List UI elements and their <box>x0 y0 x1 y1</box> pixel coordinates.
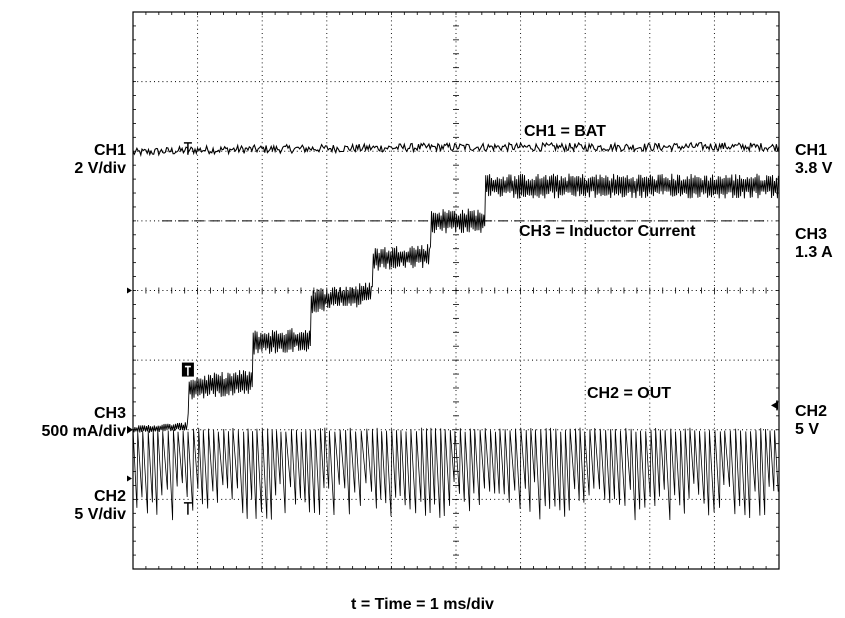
ch3-left-name: CH3 <box>93 405 126 422</box>
ch1-right-label: CH1 3.8 V <box>795 142 832 178</box>
ch1-right-level: 3.8 V <box>795 160 833 177</box>
series-ch3-inductor-current <box>132 173 779 433</box>
ch3-ground-marker-left <box>127 425 133 434</box>
ch3-left-scale: 500 mA/div <box>41 423 126 440</box>
marker-layer <box>127 142 778 515</box>
graticule <box>132 11 780 570</box>
trace-layer <box>132 141 780 521</box>
ch1-right-name: CH1 <box>795 142 828 159</box>
series-ch2-out <box>132 427 779 521</box>
ch2-right-name: CH2 <box>795 403 828 420</box>
ch1-trace-name: CH1 = BAT <box>524 123 606 140</box>
x-axis-label: t = Time = 1 ms/div <box>351 596 494 613</box>
ch2-left-scale: 5 V/div <box>74 506 126 523</box>
ch2-left-name: CH2 <box>93 488 126 505</box>
ch2-trace-name: CH2 = OUT <box>587 385 672 402</box>
ch-ground-marker-left <box>127 287 132 294</box>
ch2-ground-marker-left <box>127 475 132 482</box>
ch1-left-name: CH1 <box>93 142 126 159</box>
trigger-box-glyph <box>184 365 191 376</box>
ch2-right-level: 5 V <box>795 421 820 438</box>
ch3-left-label: CH3 500 mA/div <box>42 405 126 441</box>
ch3-right-level: 1.3 A <box>795 244 833 261</box>
ch1-left-scale: 2 V/div <box>74 160 126 177</box>
ch2-left-label: CH2 5 V/div <box>74 488 126 524</box>
ch3-trace-name: CH3 = Inductor Current <box>519 223 696 240</box>
ch3-right-label: CH3 1.3 A <box>795 226 833 262</box>
ch3-right-name: CH3 <box>795 226 828 243</box>
ch2-right-label: CH2 5 V <box>795 403 827 439</box>
series-ch1-bat <box>132 141 780 158</box>
ch1-left-label: CH1 2 V/div <box>74 142 126 178</box>
